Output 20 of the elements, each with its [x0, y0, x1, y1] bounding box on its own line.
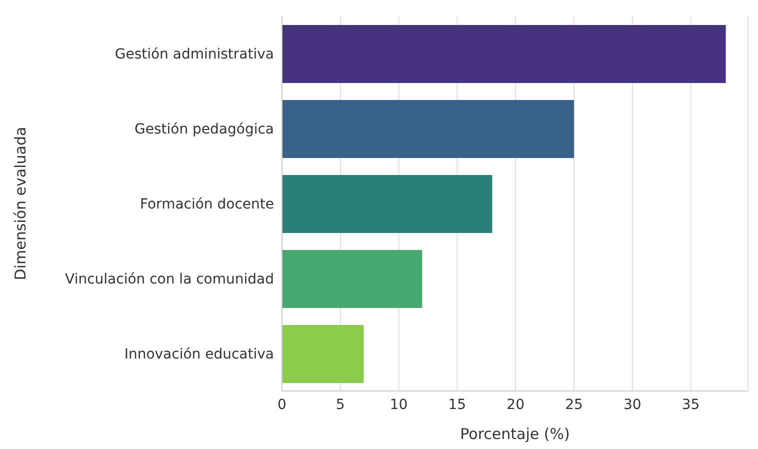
- y-axis-title: Dimensión evaluada: [11, 126, 30, 280]
- bar: [282, 250, 422, 308]
- y-tick-label: Innovación educativa: [124, 346, 274, 362]
- x-axis-title: Porcentaje (%): [460, 425, 570, 443]
- bar: [282, 100, 574, 158]
- y-tick-label: Formación docente: [140, 196, 274, 212]
- y-tick-label: Vinculación con la comunidad: [65, 271, 274, 288]
- y-tick-label: Gestión pedagógica: [134, 121, 274, 138]
- x-tick-label: 5: [336, 396, 345, 413]
- bar: [282, 25, 726, 83]
- y-tick-label: Gestión administrativa: [114, 46, 274, 62]
- x-tick-label: 15: [448, 396, 466, 413]
- x-tick-label: 35: [682, 396, 700, 413]
- x-tick-label: 0: [278, 396, 286, 413]
- bar: [282, 175, 492, 233]
- x-tick-label: 10: [390, 396, 408, 413]
- x-tick-label: 30: [623, 396, 642, 413]
- bar: [282, 325, 364, 383]
- x-tick-label: 25: [565, 396, 583, 413]
- x-tick-label: 20: [506, 396, 524, 413]
